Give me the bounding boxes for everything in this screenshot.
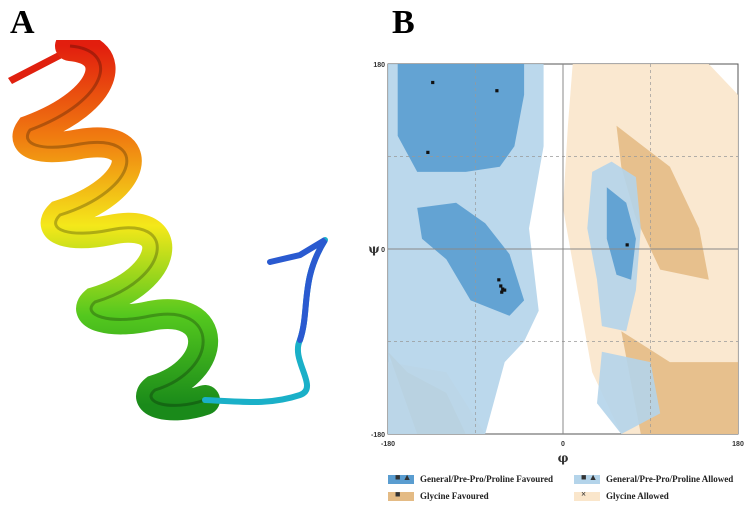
panel-label-a: A [10, 4, 35, 41]
y-axis-symbol: ψ [368, 242, 379, 256]
legend-label: General/Pre-Pro/Proline Favoured [420, 474, 554, 484]
residue-point [499, 284, 503, 288]
helix-ribbon [12, 40, 220, 421]
x-tick-label: 180 [732, 441, 744, 448]
residue-point [426, 150, 430, 154]
residue-point [500, 290, 504, 294]
legend-swatch: × [574, 489, 600, 501]
residue-point [495, 89, 499, 93]
y-tick-label: -180 [371, 432, 385, 439]
legend-label: General/Pre-Pro/Proline Allowed [606, 474, 734, 484]
legend-swatch: ■ ▲ [388, 472, 414, 484]
legend-general-allowed: ■ ▲ General/Pre-Pro/Proline Allowed [574, 472, 734, 484]
general-favoured-region [397, 64, 525, 172]
coil-c-terminus [267, 237, 328, 343]
residue-point [503, 288, 507, 292]
legend-label: Glycine Favoured [420, 491, 489, 501]
x-axis-symbol: φ [558, 451, 569, 465]
general-favoured-region [417, 202, 525, 316]
glycine-favoured-region [616, 125, 709, 280]
residue-points [426, 80, 629, 294]
legend-label: Glycine Allowed [606, 491, 669, 501]
residue-point [431, 80, 435, 85]
legend-swatch: ■ ▲ [574, 472, 600, 484]
x-tick-label: -180 [381, 441, 395, 448]
general-allowed-region [597, 351, 661, 434]
residue-point [497, 278, 501, 282]
general-favoured-region [606, 187, 636, 280]
legend-glycine-favoured: ■ Glycine Favoured [388, 489, 489, 501]
panel-label-b: B [392, 4, 415, 41]
ramachandran-plot: -180 0 180 180 0 -180 φ ψ [368, 62, 744, 465]
legend-general-favoured: ■ ▲ General/Pre-Pro/Proline Favoured [388, 472, 554, 484]
protein-helix-structure [8, 40, 328, 421]
residue-point [625, 243, 629, 247]
y-tick-label: 0 [381, 247, 385, 254]
helix-n-terminus [8, 46, 70, 84]
plot-legend: ■ ▲ General/Pre-Pro/Proline Favoured ■ ▲… [388, 470, 738, 510]
legend-swatch: ■ [388, 489, 414, 501]
x-tick-label: 0 [561, 441, 565, 448]
plot-grid [388, 64, 738, 434]
legend-glycine-allowed: × Glycine Allowed [574, 489, 669, 501]
axis-ticks: -180 0 180 180 0 -180 [371, 62, 744, 448]
residue-point [501, 287, 505, 291]
y-tick-label: 180 [373, 62, 385, 69]
